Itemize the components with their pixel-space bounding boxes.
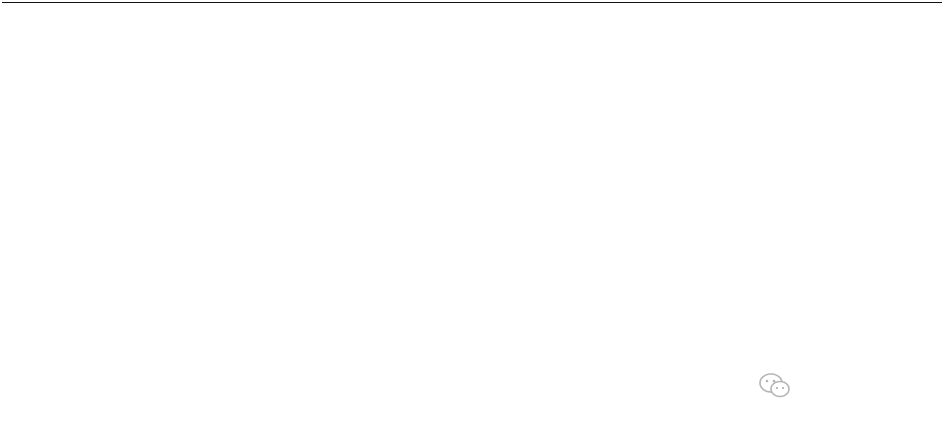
- watermark: [758, 372, 796, 400]
- semantic-dictionary-table: [2, 2, 942, 3]
- wechat-icon: [759, 373, 790, 398]
